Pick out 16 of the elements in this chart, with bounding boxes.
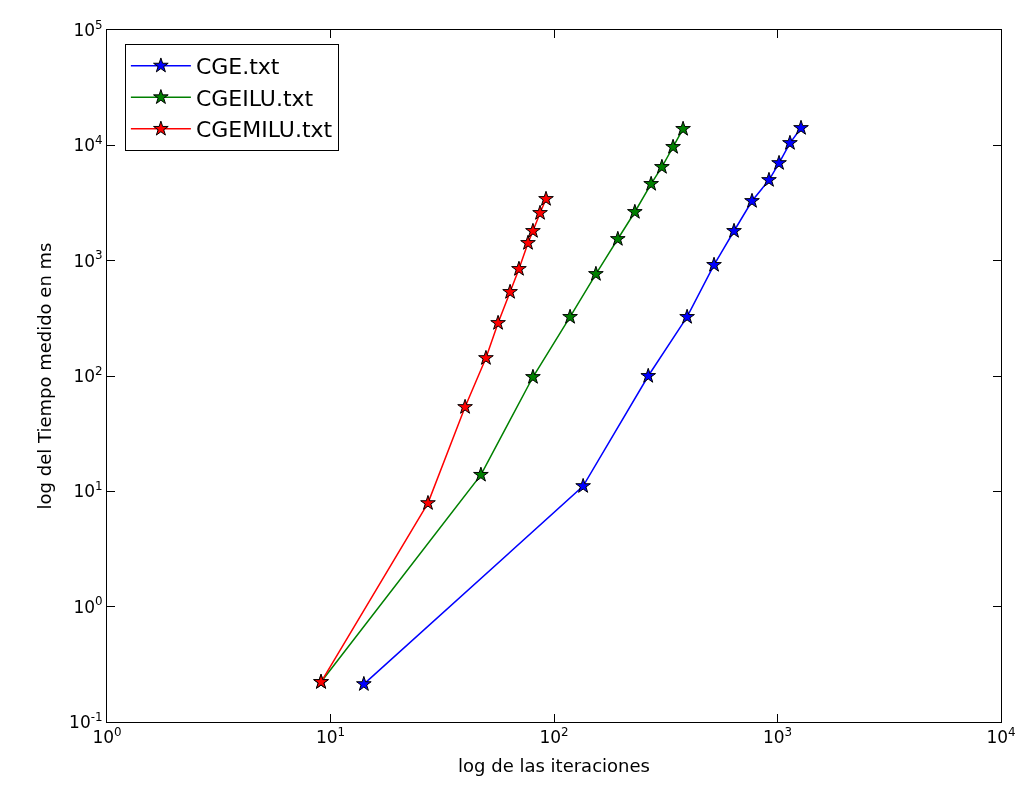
y-tick-label: 10$^{2}$ — [73, 363, 103, 386]
y-tick-label: 10$^{4}$ — [73, 133, 103, 156]
y-tick-label: 10$^{3}$ — [73, 248, 103, 271]
x-tick-label: 10$^{1}$ — [315, 725, 346, 748]
x-tick-label: 10$^{3}$ — [762, 725, 793, 748]
y-tick-label: 10$^{1}$ — [73, 479, 103, 502]
legend-label: CGEMILU.txt — [195, 117, 333, 143]
y-tick-label: 10$^{5}$ — [73, 17, 103, 40]
legend-label: CGEILU.txt — [195, 85, 314, 111]
x-tick-label: 10$^{4}$ — [986, 725, 1016, 748]
legend-label: CGE.txt — [195, 54, 280, 80]
y-tick-label: 10$^{0}$ — [73, 594, 103, 617]
y-axis-title: log del Tiempo medido en ms — [34, 242, 56, 510]
x-tick-label: 10$^{0}$ — [92, 725, 122, 748]
x-tick-label: 10$^{2}$ — [539, 725, 569, 748]
x-axis-title: log de las iteraciones — [458, 754, 650, 776]
